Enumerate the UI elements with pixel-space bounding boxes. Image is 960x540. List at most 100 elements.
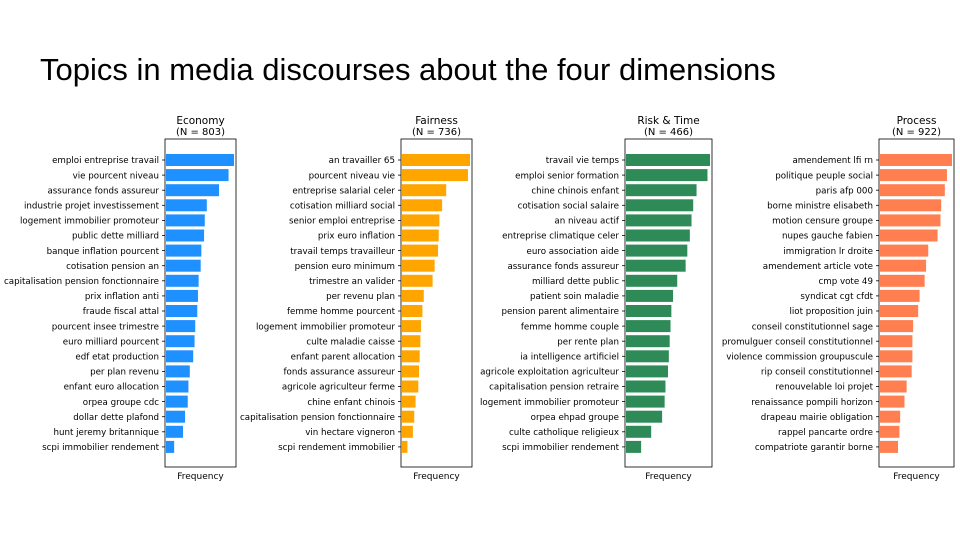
- bar-per-revenu-plan: [402, 289, 424, 302]
- category-label: pension euro minimum: [295, 262, 395, 272]
- category-label: violence commission groupuscule: [726, 353, 873, 363]
- bar-an-travailler-65: [402, 154, 470, 166]
- category-label: immigration lr droite: [783, 247, 873, 257]
- bar-industrie-projet-investissement: [166, 199, 207, 212]
- bar-hunt-jeremy-britannique: [166, 425, 183, 438]
- category-label: emploi senior formation: [515, 171, 619, 181]
- bar-fonds-assurance-assureur: [402, 365, 419, 378]
- bar-prix-euro-inflation: [402, 229, 439, 242]
- category-label: per plan revenu: [90, 368, 159, 378]
- bar-renouvelable-loi-projet: [880, 380, 907, 393]
- category-label: culte catholique religieux: [509, 428, 619, 438]
- category-label: entreprise climatique celer: [502, 232, 619, 242]
- category-label: drapeau mairie obligation: [761, 413, 873, 423]
- category-label: motion censure groupe: [772, 217, 873, 227]
- category-label: chine enfant chinois: [307, 398, 395, 408]
- bar-assurance-fonds-assureur: [626, 259, 686, 272]
- category-label: cotisation social salaire: [518, 202, 619, 212]
- bar-capitalisation-pension-fonctionnaire: [166, 274, 199, 287]
- category-label: logement immobilier promoteur: [480, 398, 619, 408]
- bar-cotisation-milliard-social: [402, 199, 443, 212]
- category-label: compatriote garantir borne: [755, 443, 873, 453]
- category-label: cotisation pension an: [66, 262, 159, 272]
- category-label: capitalisation pension retraire: [489, 383, 619, 393]
- bar-per-rente-plan: [626, 335, 670, 348]
- bar-agricole-agriculteur-ferme: [402, 380, 419, 393]
- category-label: prix inflation anti: [85, 292, 159, 302]
- category-label: euro association aide: [526, 247, 619, 257]
- category-label: milliard dette public: [532, 277, 619, 287]
- category-label: capitalisation pension fonctionnaire: [4, 277, 159, 287]
- chart-title: Economy: [176, 115, 224, 127]
- category-label: pension parent alimentaire: [502, 307, 619, 317]
- bar-cotisation-pension-an: [166, 259, 201, 272]
- chart-economy: Economy(N = 803) emploi entreprise travai…: [4, 115, 237, 482]
- category-label: agricole exploitation agriculteur: [480, 368, 619, 378]
- category-label: conseil constitutionnel sage: [752, 322, 873, 332]
- bar-politique-peuple-social: [880, 169, 947, 182]
- chart-subtitle: (N = 922): [892, 127, 941, 138]
- category-label: nupes gauche fabien: [782, 232, 873, 242]
- category-label: cotisation milliard social: [290, 202, 395, 212]
- chart-risk-time: Risk & Time(N = 466) travail vie temps emp…: [480, 115, 713, 482]
- category-label: capitalisation pension fonctionnaire: [240, 413, 395, 423]
- category-label: liot proposition juin: [789, 307, 873, 317]
- bar-amendement-lfi-rn: [880, 154, 952, 166]
- category-label: scpi immobilier rendement: [502, 443, 619, 453]
- category-label: an travailler 65: [329, 156, 395, 166]
- category-label: pourcent niveau vie: [309, 171, 395, 181]
- category-label: femme homme couple: [521, 322, 619, 332]
- bar-rappel-pancarte-ordre: [880, 425, 900, 438]
- bar-pension-parent-alimentaire: [626, 305, 672, 317]
- category-label: amendement article vote: [763, 262, 873, 272]
- x-axis-label: Frequency: [893, 472, 940, 482]
- bar-scpi-rendement-immobilier: [402, 440, 408, 453]
- bar-logement-immobilier-promoteur: [402, 320, 422, 333]
- bar-entreprise-climatique-celer: [626, 229, 690, 242]
- chart-title: Fairness: [415, 115, 458, 127]
- bar-dollar-dette-plafond: [166, 410, 186, 423]
- bar-drapeau-mairie-obligation: [880, 410, 901, 423]
- bar-patient-soin-maladie: [626, 289, 674, 302]
- bar-cmp-vote-49: [880, 274, 925, 287]
- bar-motion-censure-groupe: [880, 214, 941, 227]
- bar-trimestre-an-valider: [402, 274, 433, 287]
- bar-orpea-ehpad-groupe: [626, 410, 663, 423]
- x-axis-label: Frequency: [645, 472, 692, 482]
- category-label: hunt jeremy britannique: [53, 428, 159, 438]
- category-label: logement immobilier promoteur: [20, 217, 159, 227]
- bar-agricole-exploitation-agriculteur: [626, 365, 668, 378]
- bar-logement-immobilier-promoteur: [166, 214, 205, 227]
- bar-per-plan-revenu: [166, 365, 190, 378]
- plot-frame: [624, 138, 713, 468]
- bar-conseil-constitutionnel-sage: [880, 320, 914, 333]
- category-label: dollar dette plafond: [73, 413, 159, 423]
- bar-liot-proposition-juin: [880, 305, 919, 317]
- bar-travail-vie-temps: [626, 154, 710, 166]
- bar-ia-intelligence-artificiel: [626, 350, 669, 363]
- category-label: ia intelligence artificiel: [520, 353, 619, 363]
- chart-process: Process(N = 922) amendement lfi rn politiq…: [722, 115, 955, 482]
- bar-emploi-senior-formation: [626, 169, 708, 182]
- category-label: assurance fonds assureur: [47, 186, 159, 196]
- bar-culte-maladie-caisse: [402, 335, 421, 348]
- category-label: orpea groupe cdc: [83, 398, 159, 408]
- bar-amendement-article-vote: [880, 259, 927, 272]
- category-label: enfant parent allocation: [291, 353, 395, 363]
- category-label: vie pourcent niveau: [73, 171, 159, 181]
- bar-fraude-fiscal-attal: [166, 305, 198, 317]
- bar-banque-inflation-pourcent: [166, 244, 202, 257]
- bar-renaissance-pompili-horizon: [880, 395, 905, 408]
- bar-nupes-gauche-fabien: [880, 229, 938, 242]
- bar-enfant-parent-allocation: [402, 350, 420, 363]
- category-label: logement immobilier promoteur: [256, 322, 395, 332]
- bar-euro-association-aide: [626, 244, 688, 257]
- category-label: emploi entreprise travail: [52, 156, 159, 166]
- category-label: scpi rendement immobilier: [278, 443, 395, 453]
- bar-edf-etat-production: [166, 350, 194, 363]
- bar-travail-temps-travailleur: [402, 244, 439, 257]
- chart-subtitle: (N = 803): [176, 127, 225, 138]
- bar-an-niveau-actif: [626, 214, 692, 227]
- slide-title: Topics in media discourses about the fou…: [40, 52, 776, 87]
- bar-assurance-fonds-assureur: [166, 184, 220, 197]
